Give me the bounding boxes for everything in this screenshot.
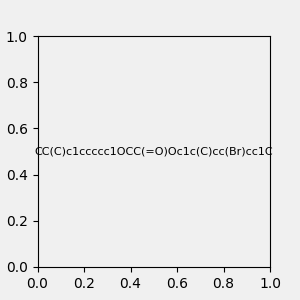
- Text: CC(C)c1ccccc1OCC(=O)Oc1c(C)cc(Br)cc1C: CC(C)c1ccccc1OCC(=O)Oc1c(C)cc(Br)cc1C: [34, 146, 273, 157]
